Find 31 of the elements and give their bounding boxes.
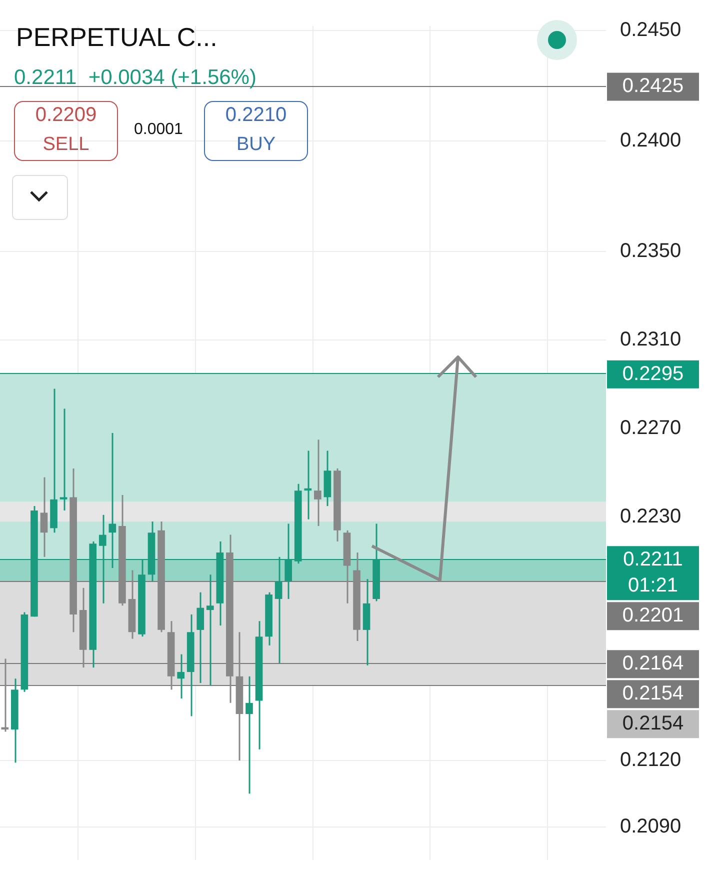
candlestick <box>206 574 214 686</box>
annotation: 0.0001 <box>134 121 183 139</box>
y-tick-label: 0.2350 <box>620 240 682 262</box>
annotation: 0.2210 <box>224 104 288 127</box>
annotation: 0.2209 <box>34 104 98 127</box>
annotation: 0.2211 +0.0034 (+1.56%) <box>14 66 256 90</box>
candlestick <box>177 654 184 700</box>
candlestick <box>60 408 68 512</box>
y-tick-label: 0.2310 <box>620 328 682 351</box>
chart-title: PERPETUAL C... <box>16 22 218 53</box>
y-tick-label: 0.2450 <box>620 18 682 41</box>
ref-line-label: 0.2154 <box>622 682 684 705</box>
candlestick <box>246 676 253 794</box>
ref-line-label: 0.2211 01:21 <box>623 548 683 597</box>
y-tick-label: 0.2400 <box>620 130 682 152</box>
ref-line-label: 0.2201 <box>622 604 684 627</box>
candlestick <box>1 658 9 732</box>
candlestick <box>304 450 312 520</box>
candlestick <box>40 476 48 558</box>
annotation: SELL <box>42 134 90 156</box>
ref-line-label: 0.2164 <box>622 652 684 675</box>
y-tick-label: 0.2230 <box>620 506 682 528</box>
ref-line-label: 0.2425 <box>622 75 684 98</box>
candlestick <box>314 438 322 527</box>
y-tick-label: 0.2120 <box>620 748 682 771</box>
text: 0.2154 <box>622 712 684 735</box>
y-tick-label: 0.2270 <box>620 417 682 440</box>
annotation: BUY <box>235 134 277 156</box>
candlestick <box>196 592 204 684</box>
ref-line-label: 0.2295 <box>622 362 684 385</box>
y-tick-label: 0.2090 <box>620 815 682 838</box>
